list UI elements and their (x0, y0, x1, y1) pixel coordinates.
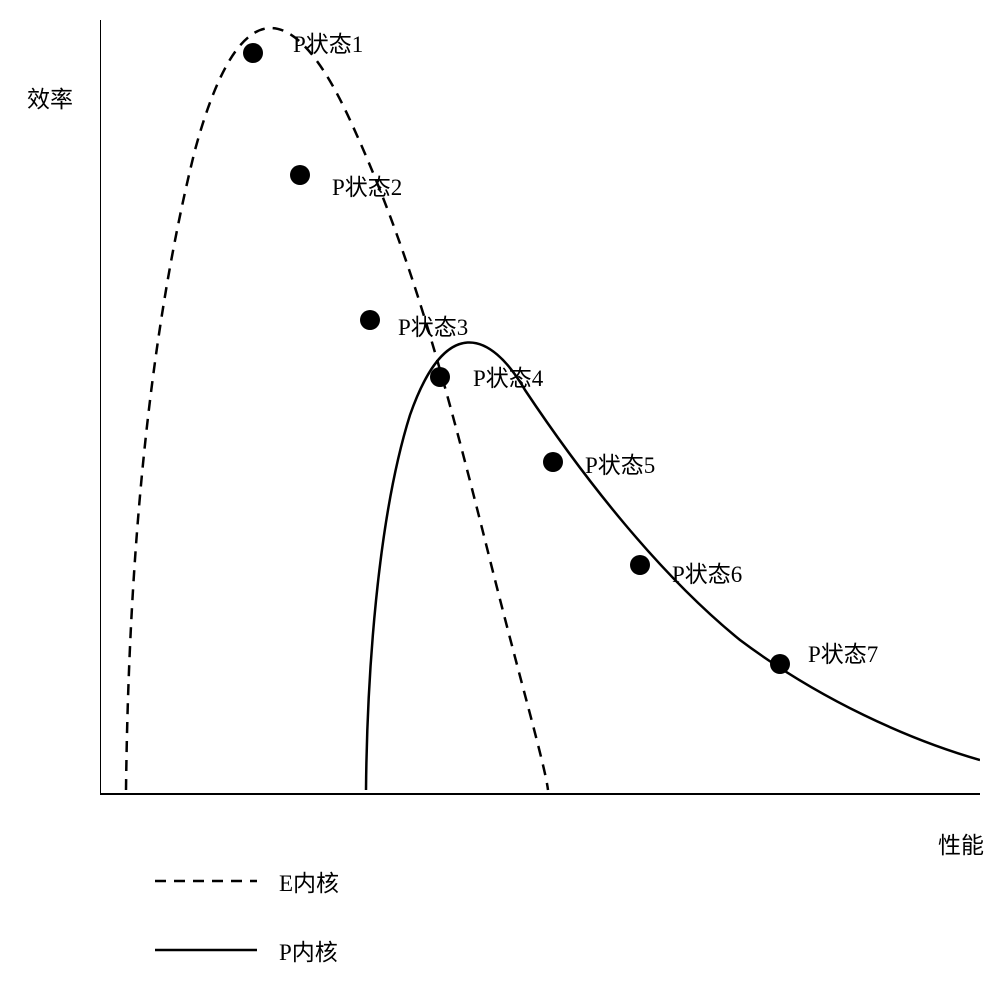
point-label-6: P状态6 (672, 555, 742, 589)
legend-swatch-solid (155, 940, 257, 960)
data-point-1 (243, 43, 263, 63)
legend-item-e-core: E内核 (155, 864, 339, 898)
data-point-3 (360, 310, 380, 330)
x-axis-label: 性能 (938, 826, 984, 860)
point-label-7: P状态7 (808, 635, 878, 669)
legend-swatch-dashed (155, 871, 257, 891)
data-point-2 (290, 165, 310, 185)
plot-area (100, 20, 980, 800)
legend: E内核 P内核 (155, 864, 339, 1002)
legend-item-p-core: P内核 (155, 933, 339, 967)
point-label-2: P状态2 (332, 168, 402, 202)
e-core-curve (126, 28, 548, 790)
data-point-4 (430, 367, 450, 387)
point-label-1: P状态1 (293, 25, 363, 59)
plot-svg (100, 20, 980, 800)
point-label-5: P状态5 (585, 446, 655, 480)
y-axis-label: 效率 (27, 80, 73, 114)
point-label-3: P状态3 (398, 308, 468, 342)
efficiency-performance-chart: 效率 性能 P状态1 P状态2 P状态3P状态4 P状态5 P状态6 P状态7 E内核 P… (0, 0, 1000, 982)
legend-label: P内核 (279, 933, 338, 967)
data-point-7 (770, 654, 790, 674)
legend-label: E内核 (279, 864, 339, 898)
point-label-4: P状态4 (473, 359, 543, 393)
data-point-6 (630, 555, 650, 575)
data-point-5 (543, 452, 563, 472)
